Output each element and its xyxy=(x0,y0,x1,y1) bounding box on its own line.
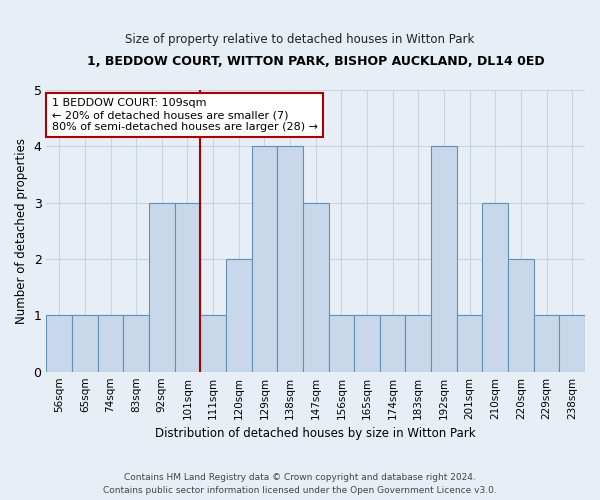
Bar xyxy=(251,146,277,372)
Bar xyxy=(380,316,406,372)
Bar xyxy=(329,316,354,372)
Text: Contains HM Land Registry data © Crown copyright and database right 2024.
Contai: Contains HM Land Registry data © Crown c… xyxy=(103,474,497,495)
Bar xyxy=(508,259,534,372)
Bar xyxy=(303,202,329,372)
Y-axis label: Number of detached properties: Number of detached properties xyxy=(15,138,28,324)
Bar xyxy=(200,316,226,372)
Bar xyxy=(277,146,303,372)
Bar xyxy=(72,316,98,372)
Bar xyxy=(559,316,585,372)
Text: 1 BEDDOW COURT: 109sqm
← 20% of detached houses are smaller (7)
80% of semi-deta: 1 BEDDOW COURT: 109sqm ← 20% of detached… xyxy=(52,98,318,132)
Bar xyxy=(46,316,72,372)
Bar xyxy=(149,202,175,372)
Bar xyxy=(534,316,559,372)
Bar xyxy=(431,146,457,372)
Bar xyxy=(226,259,251,372)
Text: Size of property relative to detached houses in Witton Park: Size of property relative to detached ho… xyxy=(125,32,475,46)
Bar xyxy=(124,316,149,372)
Bar xyxy=(354,316,380,372)
Bar xyxy=(175,202,200,372)
Bar xyxy=(98,316,124,372)
Bar xyxy=(457,316,482,372)
X-axis label: Distribution of detached houses by size in Witton Park: Distribution of detached houses by size … xyxy=(155,427,476,440)
Bar xyxy=(406,316,431,372)
Bar xyxy=(482,202,508,372)
Title: 1, BEDDOW COURT, WITTON PARK, BISHOP AUCKLAND, DL14 0ED: 1, BEDDOW COURT, WITTON PARK, BISHOP AUC… xyxy=(87,55,545,68)
